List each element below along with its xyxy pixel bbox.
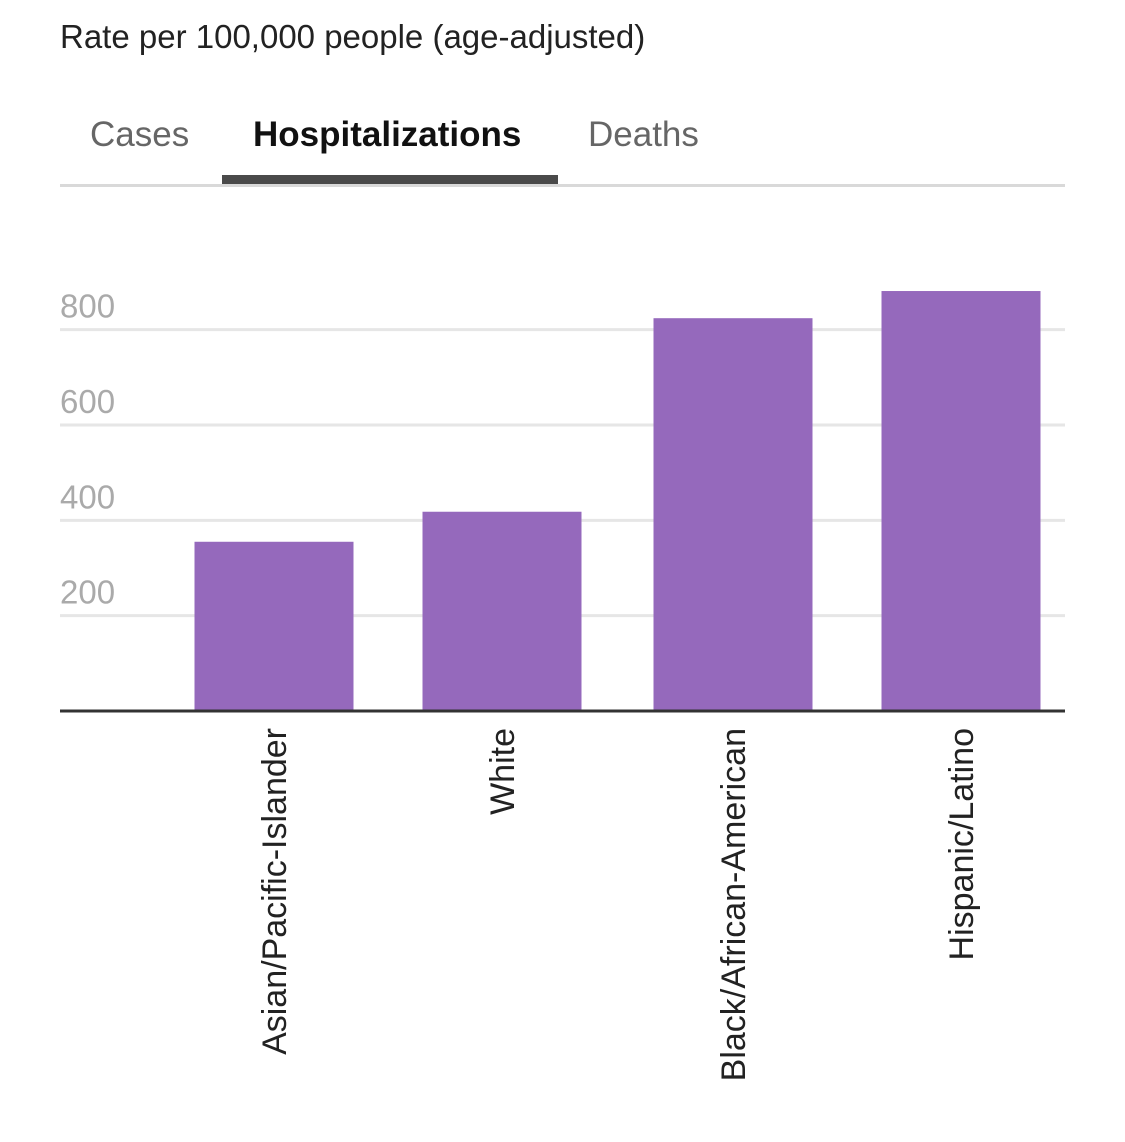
bar[interactable] <box>881 291 1041 711</box>
y-tick-label: 600 <box>60 383 115 420</box>
chart-subtitle: Rate per 100,000 people (age-adjusted) <box>60 18 646 55</box>
x-category-label: Hispanic/Latino <box>943 728 981 960</box>
bar[interactable] <box>194 541 354 711</box>
tab-bar: Cases Hospitalizations Deaths <box>60 105 1065 187</box>
x-category-label: White <box>484 728 522 815</box>
x-category-label: Asian/Pacific-Islander <box>256 728 294 1055</box>
bar[interactable] <box>653 318 813 711</box>
tab-deaths[interactable]: Deaths <box>588 115 699 154</box>
tab-cases[interactable]: Cases <box>90 115 190 154</box>
tab-hospitalizations[interactable]: Hospitalizations <box>253 115 522 154</box>
y-tick-label: 800 <box>60 288 115 325</box>
y-tick-label: 200 <box>60 574 115 611</box>
bar[interactable] <box>422 511 582 711</box>
x-category-label: Black/African-American <box>715 728 753 1081</box>
y-tick-label: 400 <box>60 478 115 515</box>
active-tab-indicator <box>222 175 558 184</box>
